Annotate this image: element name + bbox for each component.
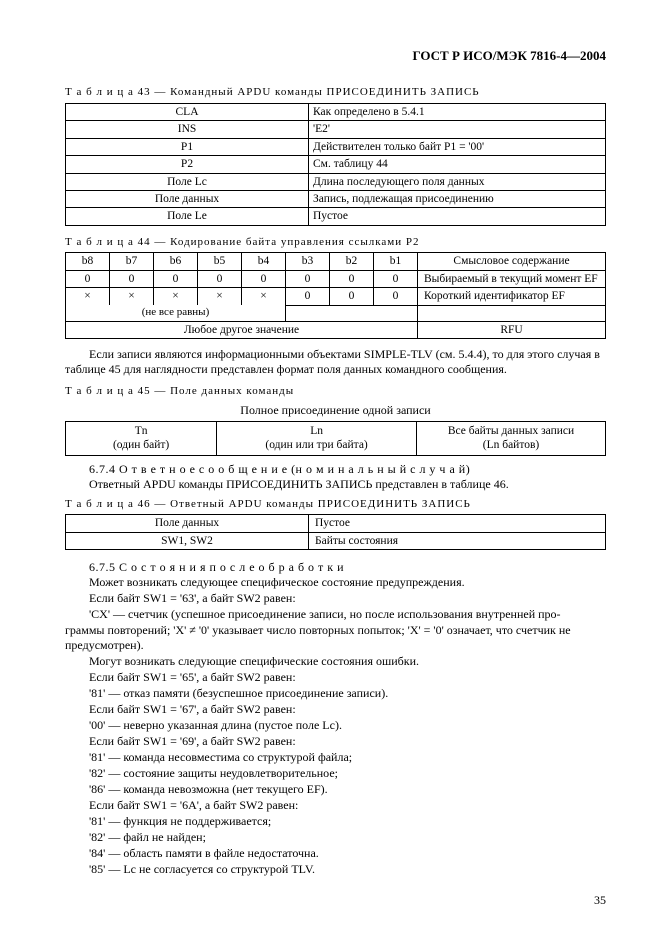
t46-r1l: Поле данных (66, 515, 309, 532)
t44-note: (не все равны) (66, 305, 286, 321)
table43-caption: Т а б л и ц а 43 — Командный APDU команд… (65, 86, 606, 100)
t44-rfu: RFU (418, 321, 606, 338)
body-line: Если байт SW1 = '6A', а байт SW2 равен: (65, 798, 606, 813)
body-line: '86' — команда невозможна (нет текущего … (65, 782, 606, 797)
table43: CLAКак определено в 5.4.1INS'E2'P1Действ… (65, 103, 606, 226)
body-line: '81' — функция не поддерживается; (65, 814, 606, 829)
body-line: Может возникать следующее специфическое … (65, 575, 606, 590)
body-line: '84' — область памяти в файле недостаточ… (65, 846, 606, 861)
sec-674b: Ответный APDU команды ПРИСОЕДИНИТЬ ЗАПИС… (65, 477, 606, 492)
table44-caption: Т а б л и ц а 44 — Кодирование байта упр… (65, 236, 606, 250)
t44-other: Любое другое значение (66, 321, 418, 338)
table45: Tn(один байт) Ln(один или три байта) Все… (65, 421, 606, 456)
sec-675: 6.7.5 С о с т о я н и я п о с л е о б р … (65, 560, 606, 575)
body-line: '82' — состояние защиты неудовлетворител… (65, 766, 606, 781)
body-text: Может возникать следующее специфическое … (65, 575, 606, 877)
body-line: Если байт SW1 = '65', а байт SW2 равен: (65, 670, 606, 685)
table45-caption: Т а б л и ц а 45 — Поле данных команды (65, 385, 606, 399)
body-line: граммы повторений; 'X' ≠ '0' указывает ч… (65, 623, 606, 653)
para1: Если записи являются информационными объ… (65, 347, 606, 377)
body-line: '00' — неверно указанная длина (пустое п… (65, 718, 606, 733)
table46: Поле данных Пустое SW1, SW2 Байты состоя… (65, 514, 606, 550)
page-number: 35 (65, 893, 606, 908)
t45-c3: Все байты данных записи(Ln байтов) (416, 421, 605, 455)
sec-674a: 6.7.4 О т в е т н о е с о о б щ е н и е … (65, 462, 606, 477)
body-line: '85' — Lс не согласуется со структурой T… (65, 862, 606, 877)
table44: b8b7b6b5b4b3b2b1Смысловое содержание 000… (65, 252, 606, 339)
body-line: 'CX' — счетчик (успешное присоединение з… (65, 607, 606, 622)
table45-title: Полное присоединение одной записи (65, 403, 606, 418)
table46-caption: Т а б л и ц а 46 — Ответный APDU команды… (65, 498, 606, 512)
t46-r2r: Байты состояния (309, 532, 606, 549)
t45-c1: Tn(один байт) (66, 421, 217, 455)
t46-r2l: SW1, SW2 (66, 532, 309, 549)
body-line: Если байт SW1 = '63', а байт SW2 равен: (65, 591, 606, 606)
body-line: '81' — команда несовместима со структуро… (65, 750, 606, 765)
t46-r1r: Пустое (309, 515, 606, 532)
body-line: '81' — отказ памяти (безуспешное присоед… (65, 686, 606, 701)
body-line: Могут возникать следующие специфические … (65, 654, 606, 669)
body-line: Если байт SW1 = '69', а байт SW2 равен: (65, 734, 606, 749)
body-line: '82' — файл не найден; (65, 830, 606, 845)
doc-header: ГОСТ Р ИСО/МЭК 7816-4—2004 (65, 48, 606, 64)
t45-c2: Ln(один или три байта) (217, 421, 417, 455)
body-line: Если байт SW1 = '67', а байт SW2 равен: (65, 702, 606, 717)
